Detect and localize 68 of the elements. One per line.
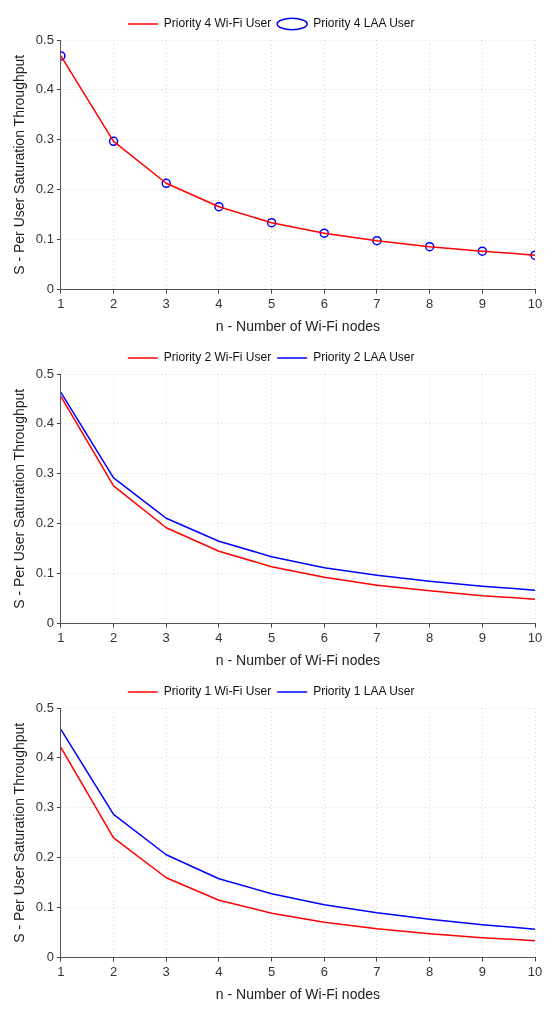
x-tick-label: 7	[373, 295, 381, 311]
x-tick-label: 7	[373, 629, 381, 645]
legend-label: Priority 1 Wi-Fi User	[163, 684, 272, 699]
x-tick-label: 9	[478, 629, 486, 645]
y-tick-label: 0.2	[35, 849, 54, 865]
x-tick-label: 9	[478, 295, 486, 311]
legend-label: Priority 2 Wi-Fi User	[163, 350, 272, 365]
point	[477, 246, 488, 256]
y-tick-label: 0	[46, 281, 54, 297]
x-tick-label: 1	[57, 295, 65, 311]
x-tick-label: 8	[426, 963, 434, 979]
y-tick-label: 0.3	[35, 131, 54, 147]
legend-label: Priority 4 Wi-Fi User	[163, 16, 272, 31]
y-tick-label: 0.1	[35, 231, 54, 247]
y-tick-label: 0.2	[35, 515, 54, 531]
y-tick-label: 0.5	[35, 699, 54, 715]
x-tick-label: 1	[57, 963, 65, 979]
x-tick-label: 2	[109, 295, 118, 311]
x-tick-label: 5	[267, 629, 276, 645]
legend-label: Priority 1 LAA User	[313, 684, 415, 699]
x-tick-label: 1	[57, 629, 65, 645]
x-tick-label: 5	[267, 295, 276, 311]
y-tick-label: 0.4	[35, 415, 54, 431]
legend-label: Priority 4 LAA User	[313, 16, 415, 31]
y-axis-title: S - Per User Saturation Throughput	[11, 388, 28, 609]
y-tick-label: 0.5	[35, 365, 54, 381]
y-tick-label: 0.5	[35, 31, 54, 47]
x-tick-label: 3	[162, 629, 170, 645]
x-tick-label: 10	[527, 295, 543, 311]
x-axis-title: n - Number of Wi-Fi nodes	[215, 318, 381, 335]
point	[319, 228, 330, 238]
x-tick-label: 5	[267, 963, 276, 979]
x-tick-label: 6	[320, 963, 328, 979]
point	[372, 235, 382, 246]
x-tick-label: 6	[320, 629, 328, 645]
y-tick-label: 0.4	[35, 81, 54, 97]
x-tick-label: 3	[162, 295, 170, 311]
x-tick-label: 10	[527, 629, 543, 645]
point	[161, 178, 171, 189]
x-tick-label: 4	[215, 629, 223, 645]
x-tick-label: 2	[109, 629, 118, 645]
y-tick-label: 0	[46, 949, 54, 965]
y-tick-label: 0.3	[35, 465, 54, 481]
y-tick-label: 0.3	[35, 799, 54, 815]
x-tick-label: 7	[373, 963, 381, 979]
point	[108, 136, 119, 147]
x-tick-label: 3	[162, 963, 170, 979]
y-axis-title: S - Per User Saturation Throughput	[11, 54, 28, 275]
x-tick-label: 4	[215, 963, 223, 979]
x-tick-label: 8	[426, 629, 434, 645]
x-tick-label: 6	[320, 295, 328, 311]
x-tick-label: 4	[215, 295, 223, 311]
y-tick-label: 0.1	[35, 899, 54, 915]
x-tick-label: 9	[478, 963, 486, 979]
x-tick-label: 10	[527, 963, 543, 979]
x-tick-label: 8	[426, 295, 434, 311]
legend-label: Priority 2 LAA User	[313, 350, 415, 365]
point	[424, 241, 435, 252]
x-axis-title: n - Number of Wi-Fi nodes	[215, 986, 381, 1003]
y-tick-label: 0.2	[35, 181, 54, 197]
x-tick-label: 2	[109, 963, 118, 979]
y-axis-title: S - Per User Saturation Throughput	[11, 722, 28, 943]
y-tick-label: 0.4	[35, 749, 54, 765]
point	[266, 217, 277, 228]
y-tick-label: 0	[46, 615, 54, 631]
x-axis-title: n - Number of Wi-Fi nodes	[215, 652, 381, 669]
y-tick-label: 0.1	[35, 565, 54, 581]
point	[214, 201, 224, 212]
